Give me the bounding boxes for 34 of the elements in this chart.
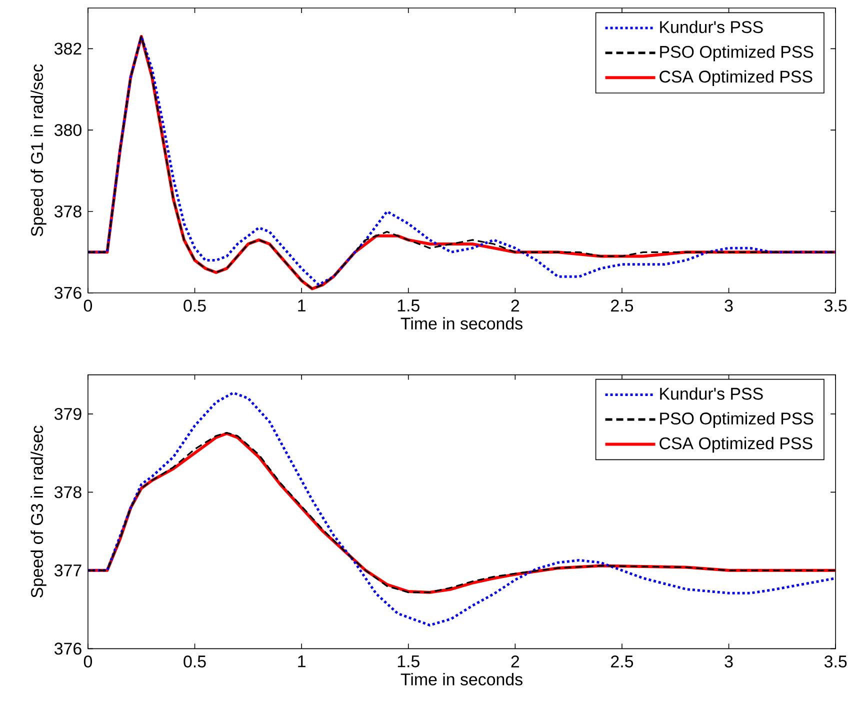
x-tick-label: 0 (84, 656, 92, 668)
y-tick-label: 379 (54, 408, 82, 420)
x-tick-label: 3.5 (824, 300, 847, 312)
legend-label: Kundur's PSS (660, 387, 763, 400)
y-axis-title: Speed of G3 in rad/sec (30, 426, 46, 598)
x-tick-label: 1 (298, 656, 306, 668)
x-tick-label: 3 (724, 300, 733, 312)
x-tick-label: 1.5 (398, 656, 420, 668)
x-tick-label: 2 (511, 656, 520, 668)
x-axis-title: Time in seconds (400, 317, 522, 330)
y-tick-label: 377 (54, 564, 82, 577)
y-tick-label: 382 (54, 42, 82, 55)
y-axis-title: Speed of G1 in rad/sec (30, 64, 46, 236)
x-tick-label: 2.5 (611, 300, 634, 312)
legend-label: Kundur's PSS (660, 20, 763, 34)
legend-label: CSA Optimized PSS (660, 437, 812, 453)
y-tick-label: 378 (54, 206, 82, 218)
x-tick-label: 0.5 (184, 656, 206, 668)
y-tick-label: 380 (54, 124, 82, 136)
x-tick-label: 3.5 (824, 656, 847, 668)
legend-label: PSO Optimized PSS (660, 412, 814, 428)
x-tick-label: 3 (724, 656, 733, 668)
legend-label: PSO Optimized PSS (660, 46, 814, 62)
legend-label: CSA Optimized PSS (660, 70, 812, 86)
x-tick-label: 1.5 (398, 300, 420, 312)
x-tick-label: 0 (84, 300, 92, 312)
x-tick-label: 0.5 (184, 300, 206, 312)
y-tick-label: 378 (54, 486, 82, 498)
y-tick-label: 376 (54, 642, 82, 655)
x-tick-label: 2.5 (611, 656, 634, 668)
x-tick-label: 2 (511, 300, 520, 312)
x-axis-title: Time in seconds (400, 673, 522, 686)
y-tick-label: 376 (54, 287, 82, 300)
x-tick-label: 1 (298, 300, 306, 312)
